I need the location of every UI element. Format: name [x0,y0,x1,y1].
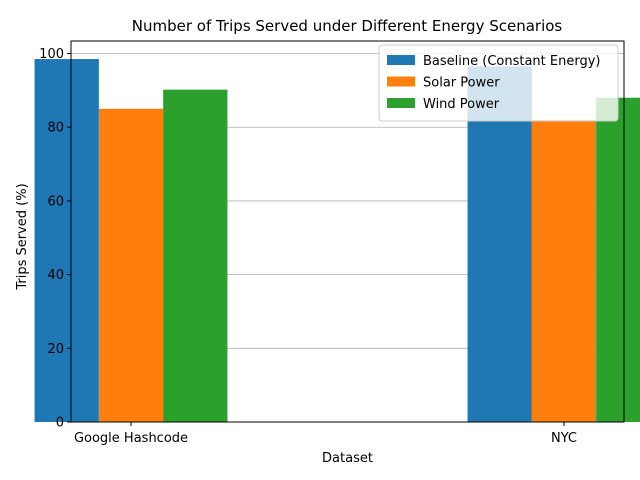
x-tick-label: NYC [551,431,577,446]
legend-label: Wind Power [423,97,500,112]
legend-swatch [387,98,415,108]
chart-title: Number of Trips Served under Different E… [132,17,563,35]
bar-solar-power-1 [531,119,597,422]
legend-swatch [387,55,415,65]
legend-label: Solar Power [423,76,500,91]
plot-frame [70,40,625,423]
bar-solar-power-0 [98,108,164,423]
legend-label: Baseline (Constant Energy) [423,54,600,69]
bar-baseline-constant-energy-0 [34,59,99,423]
x-tick-label: Google Hashcode [74,431,188,446]
legend: Baseline (Constant Energy) Solar Power Win… [378,44,619,122]
bar-baseline-constant-energy-1 [467,66,532,423]
y-axis-label: Trips Served (%) [15,183,30,290]
y-tick-label: 20 [47,342,64,357]
y-tick-label: 0 [56,416,64,431]
bars [34,59,640,423]
legend-box [378,44,619,122]
y-tick-label: 100 [39,47,64,62]
legend-swatch [387,76,415,87]
bar-wind-power-0 [163,89,228,422]
y-tick-label: 80 [47,121,64,136]
y-tick-label: 60 [47,194,64,209]
x-axis-label: Dataset [322,451,373,466]
y-tick-label: 40 [47,268,64,283]
axes: 0 20 40 60 80 100 Google Hashcode NYC [39,47,577,446]
bar-wind-power-1 [596,97,640,422]
